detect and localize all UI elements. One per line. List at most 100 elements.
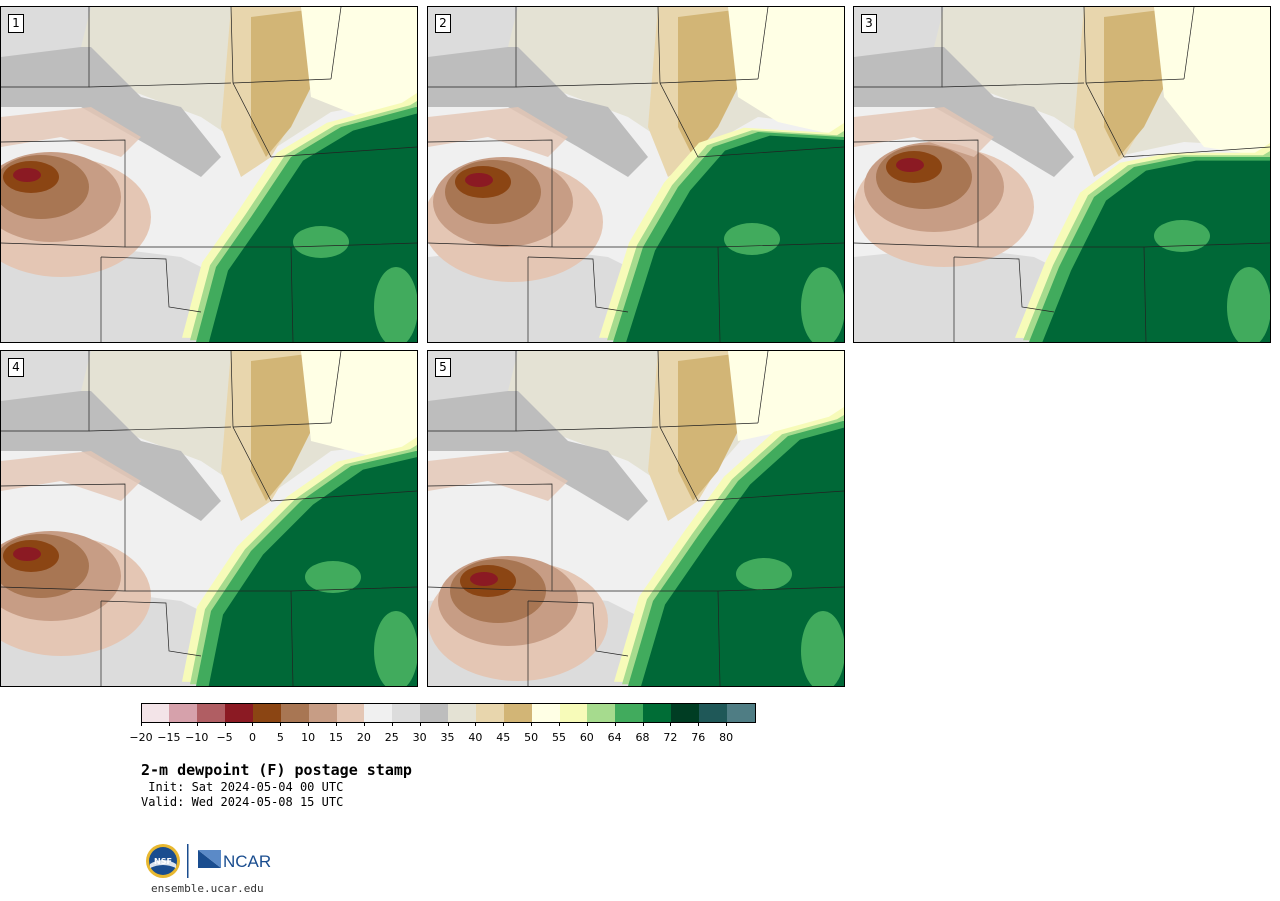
- colorbar-tick: [280, 722, 282, 726]
- colorbar-tick-label: 45: [496, 731, 511, 744]
- peach-band: [1, 451, 141, 501]
- colorbar-swatch: [726, 703, 755, 722]
- green-patch: [293, 226, 349, 258]
- colorbar-tick: [336, 722, 338, 726]
- colorbar-frame: [141, 703, 756, 723]
- colorbar-tick-label: 20: [356, 731, 371, 744]
- colorbar-tick: [586, 722, 588, 726]
- colorbar-swatch: [447, 703, 476, 722]
- colorbar-tick-label: 50: [524, 731, 539, 744]
- green-patch: [736, 558, 792, 590]
- cream-region: [728, 7, 844, 137]
- green-patch: [374, 611, 417, 686]
- panel-number: 3: [861, 14, 877, 33]
- member-panel-2: 2: [427, 6, 845, 343]
- colorbar-tick-label: 25: [384, 731, 399, 744]
- member-panel-4: 4: [0, 350, 418, 687]
- cream-region: [1154, 7, 1270, 157]
- colorbar-tick-label: 64: [607, 731, 622, 744]
- state-borders: [428, 351, 844, 686]
- colorbar-swatch: [363, 703, 393, 722]
- colorbar-swatch: [419, 703, 449, 722]
- peach-band: [428, 107, 568, 157]
- colorbar-tick: [670, 722, 672, 726]
- gray-band: [854, 47, 1074, 177]
- green-patch: [1227, 267, 1270, 342]
- panel-number: 5: [435, 358, 451, 377]
- state-borders: [428, 7, 844, 342]
- colorbar-tick: [308, 722, 310, 726]
- colorbar-swatch: [531, 703, 560, 722]
- colorbar-swatch: [586, 703, 616, 722]
- green-patch: [1154, 220, 1210, 252]
- colorbar-tick: [614, 722, 616, 726]
- colorbar-tick-label: −10: [185, 731, 209, 744]
- panel-number: 1: [8, 14, 24, 33]
- colorbar-tick: [447, 722, 449, 726]
- colorbar-swatch: [558, 703, 588, 722]
- cream-region: [728, 351, 844, 441]
- green-patch: [801, 611, 844, 686]
- green-patch: [374, 267, 417, 342]
- maroon-region: [13, 547, 41, 561]
- colorbar-swatch: [224, 703, 254, 722]
- colorbar-tick: [224, 722, 226, 726]
- dewpoint-map-1: [1, 7, 417, 342]
- dark-green-region: [1042, 160, 1270, 342]
- dark-green-region: [641, 427, 844, 686]
- colorbar-tick-label: 30: [412, 731, 427, 744]
- colorbar-tick-label: 5: [276, 731, 284, 744]
- valid-time: Valid: Wed 2024-05-08 15 UTC: [141, 795, 344, 809]
- nsf-logo: NSF: [146, 844, 180, 878]
- dewpoint-map-5: [428, 351, 844, 686]
- colorbar-tick: [642, 722, 644, 726]
- colorbar-tick-label: 0: [248, 731, 256, 744]
- colorbar-swatch: [196, 703, 226, 722]
- member-panel-5: 5: [427, 350, 845, 687]
- colorbar-swatch: [168, 703, 198, 722]
- gray-band: [428, 391, 648, 521]
- colorbar-tick-label: 10: [301, 731, 316, 744]
- state-borders: [1, 7, 417, 342]
- maroon-region: [470, 572, 498, 586]
- cream-region: [301, 351, 417, 456]
- colorbar-tick: [726, 722, 728, 726]
- colorbar-swatch: [698, 703, 727, 722]
- dewpoint-map-4: [1, 351, 417, 686]
- colorbar-tick: [698, 722, 700, 726]
- maroon-region: [465, 173, 493, 187]
- peach-band: [1, 107, 141, 157]
- peach-band: [428, 451, 568, 501]
- colorbar-tick-label: 80: [719, 731, 734, 744]
- colorbar-swatch: [280, 703, 309, 722]
- maroon-region: [13, 168, 41, 182]
- init-time: Init: Sat 2024-05-04 00 UTC: [141, 780, 344, 794]
- colorbar-tick-label: −20: [129, 731, 153, 744]
- logos: NSF NCAR: [145, 842, 275, 882]
- colorbar-tick-label: 68: [635, 731, 650, 744]
- colorbar-swatch: [503, 703, 532, 722]
- colorbar-tick-label: −15: [157, 731, 181, 744]
- colorbar-tick: [503, 722, 505, 726]
- colorbar-swatch: [642, 703, 671, 722]
- member-panel-3: 3: [853, 6, 1271, 343]
- gray-band: [1, 391, 221, 521]
- dewpoint-map-2: [428, 7, 844, 342]
- colorbar-tick: [475, 722, 477, 726]
- colorbar-tick: [558, 722, 560, 726]
- nsf-logo-text: NSF: [154, 857, 172, 866]
- colorbar-tick-label: 72: [663, 731, 678, 744]
- member-panel-1: 1: [0, 6, 418, 343]
- state-borders: [1, 351, 417, 686]
- colorbar-tick-label: 15: [329, 731, 344, 744]
- ncar-logo: NCAR: [198, 850, 271, 871]
- colorbar-tick-label: 35: [440, 731, 455, 744]
- panel-number: 4: [8, 358, 24, 377]
- colorbar-tick: [419, 722, 421, 726]
- colorbar-swatch: [336, 703, 365, 722]
- colorbar-tick-label: 60: [579, 731, 594, 744]
- colorbar-tick: [391, 722, 393, 726]
- green-patch: [801, 267, 844, 342]
- gray-band: [1, 47, 221, 177]
- plot-title: 2-m dewpoint (F) postage stamp: [141, 761, 412, 779]
